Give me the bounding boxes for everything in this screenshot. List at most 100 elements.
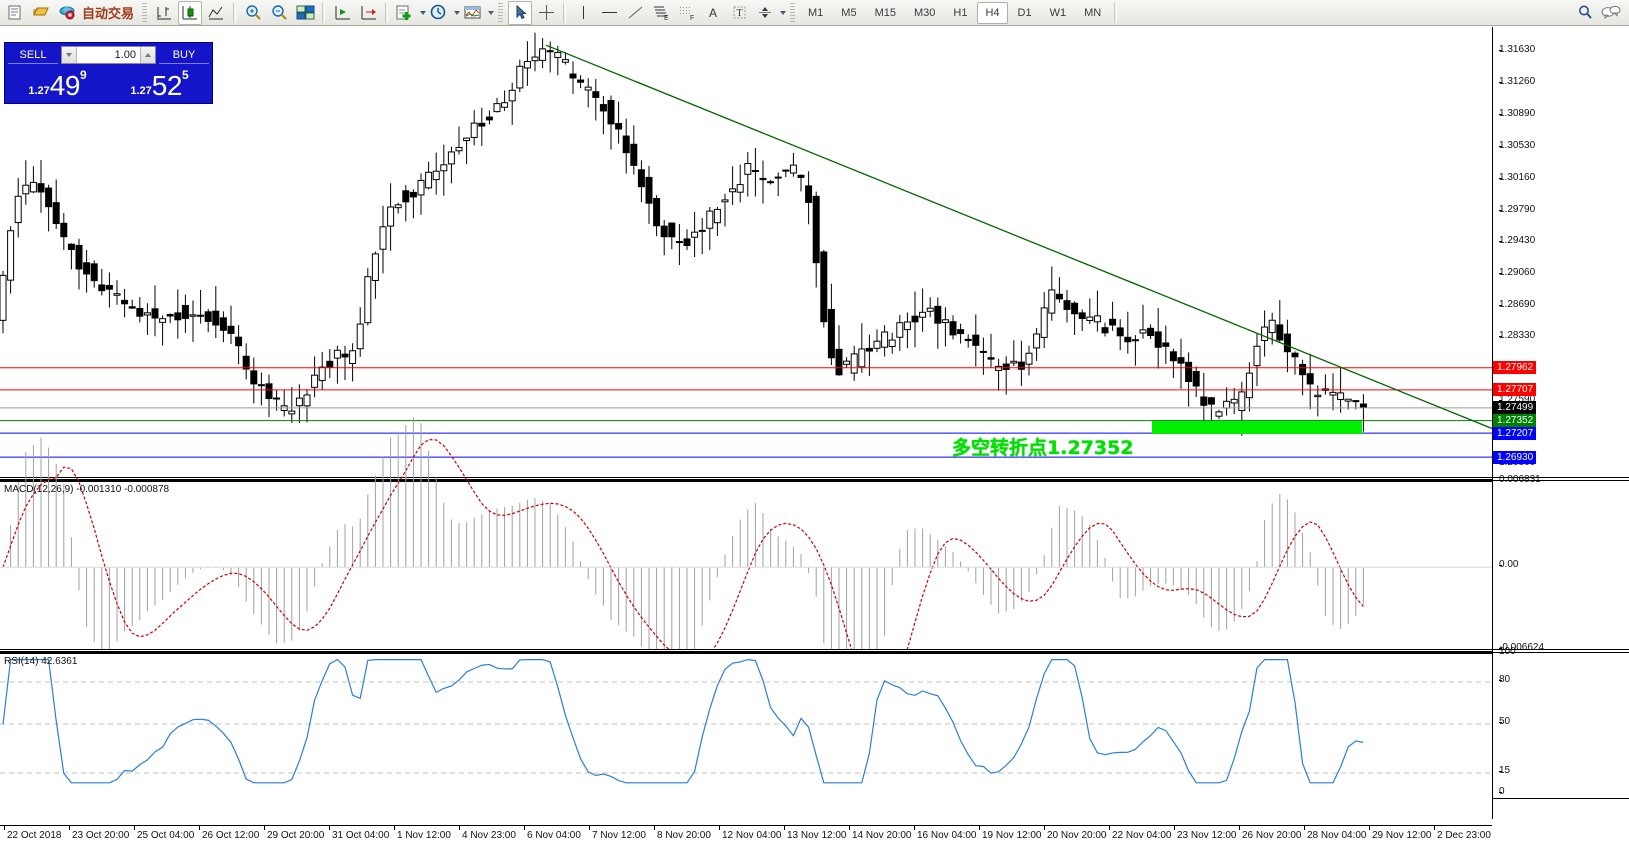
tile-windows-icon[interactable] <box>293 1 317 25</box>
toolbar-separator <box>385 2 389 23</box>
time-axis-label: 29 Nov 12:00 <box>1372 830 1432 841</box>
price-badge[interactable]: 1.27499 <box>1493 401 1537 415</box>
one-click-trading-panel[interactable]: SELL 1.00 BUY 1.27 49 9 1.27 52 5 <box>4 42 213 104</box>
horizontal-line-icon[interactable] <box>597 1 621 25</box>
line-chart-icon[interactable] <box>204 1 228 25</box>
price-badge[interactable]: 1.27707 <box>1493 383 1537 397</box>
new-chart-icon[interactable] <box>393 1 417 25</box>
time-axis-label: 20 Nov 20:00 <box>1047 830 1107 841</box>
time-axis-label: 13 Nov 12:00 <box>787 830 847 841</box>
time-tick-mark <box>1304 826 1305 830</box>
volume-decrease-icon[interactable] <box>62 47 77 63</box>
text-label-icon[interactable]: A <box>709 5 718 20</box>
time-tick-mark <box>459 826 460 830</box>
cursor-icon[interactable] <box>508 0 533 25</box>
price-pane[interactable] <box>0 27 1493 477</box>
macd-pane[interactable]: MACD(12,26,9) -0.001310 -0.000878 <box>0 417 1492 743</box>
time-axis-label: 28 Nov 04:00 <box>1307 830 1367 841</box>
macd-tick: -0.006624 <box>1499 642 1545 653</box>
equidistant-channel-icon[interactable]: F <box>675 1 699 25</box>
indicators-icon[interactable] <box>461 1 485 25</box>
price-tick: 1.27590 <box>1499 393 1536 405</box>
trade-panel-top-row: SELL 1.00 BUY <box>5 43 212 65</box>
price-badge[interactable]: 1.26930 <box>1493 450 1537 464</box>
svg-text:E: E <box>664 15 669 21</box>
volume-stepper[interactable]: 1.00 <box>61 46 156 64</box>
toolbar-grip[interactable] <box>142 2 148 23</box>
volume-input[interactable]: 1.00 <box>114 49 136 61</box>
price-badge[interactable]: 1.27962 <box>1493 361 1537 375</box>
chart-text-annotation[interactable]: 多空转折点1.27352 <box>952 437 1134 459</box>
timeframe-mn[interactable]: MN <box>1084 6 1102 19</box>
timeframe-d1[interactable]: D1 <box>1017 6 1032 19</box>
chat-icon[interactable] <box>1599 1 1623 25</box>
time-tick-mark <box>264 826 265 830</box>
timeframe-m30[interactable]: M30 <box>913 6 936 19</box>
time-axis-label: 14 Nov 20:00 <box>852 830 912 841</box>
sell-price-main: 49 <box>49 70 81 101</box>
period-icon[interactable] <box>427 1 451 25</box>
toolbar-grip[interactable] <box>790 2 796 23</box>
expert-advisor-icon[interactable] <box>55 1 79 25</box>
rsi-pane[interactable]: RSI(14) 42.6361 <box>0 652 1492 794</box>
candlestick-chart-icon[interactable] <box>178 0 203 25</box>
chart-shift-icon[interactable] <box>330 1 354 25</box>
crosshair-icon[interactable] <box>534 1 558 25</box>
time-axis-label: 16 Nov 04:00 <box>917 830 977 841</box>
bar-chart-icon[interactable] <box>152 1 176 25</box>
zoom-in-icon[interactable] <box>241 1 265 25</box>
time-axis-label: 1 Nov 12:00 <box>397 830 451 841</box>
volume-increase-icon[interactable] <box>140 47 155 63</box>
auto-trading-label[interactable]: 自动交易 <box>82 7 135 22</box>
toolbar-separator <box>322 2 326 23</box>
auto-scroll-icon[interactable] <box>356 1 380 25</box>
chart-container[interactable]: MACD(12,26,9) -0.001310 -0.000878 RSI(14… <box>0 27 1629 846</box>
vertical-line-icon[interactable] <box>571 1 595 25</box>
timeframe-m1[interactable]: M1 <box>808 6 824 19</box>
buy-price[interactable]: 1.27 52 5 <box>110 65 209 101</box>
macd-label: MACD(12,26,9) -0.001310 -0.000878 <box>4 484 170 495</box>
folder-icon[interactable] <box>29 1 53 25</box>
toolbar-grip[interactable] <box>498 2 504 23</box>
time-tick-mark <box>979 826 980 830</box>
shapes-dropdown-icon[interactable] <box>780 10 787 15</box>
timeframe-h4[interactable]: H4 <box>977 1 1008 24</box>
search-icon[interactable] <box>1573 1 1597 25</box>
macd-tick: 0.006831 <box>1499 474 1541 485</box>
indicators-dropdown-icon[interactable] <box>488 10 495 15</box>
order-icon[interactable] <box>3 1 27 25</box>
buy-button[interactable]: BUY <box>159 46 209 64</box>
timeframe-w1[interactable]: W1 <box>1049 6 1067 19</box>
sell-button[interactable]: SELL <box>8 46 58 64</box>
new-chart-dropdown-icon[interactable] <box>420 10 427 15</box>
text-icon[interactable]: T <box>727 1 751 25</box>
time-tick-mark <box>329 826 330 830</box>
scale-divider <box>1493 480 1629 481</box>
price-chart-svg <box>0 32 1493 458</box>
time-tick-mark <box>849 826 850 830</box>
price-badge[interactable]: 1.27207 <box>1493 426 1537 440</box>
svg-text:T: T <box>736 8 742 19</box>
timeframe-m15[interactable]: M15 <box>874 6 896 19</box>
sell-price-prefix: 1.27 <box>28 85 50 97</box>
zoom-out-icon[interactable] <box>267 1 291 25</box>
price-tick: 1.29060 <box>1499 266 1536 278</box>
price-tick: 1.30890 <box>1499 108 1536 120</box>
scale-divider <box>1493 477 1629 478</box>
sell-price[interactable]: 1.27 49 9 <box>8 65 107 101</box>
timeframe-h1[interactable]: H1 <box>953 6 968 19</box>
timeframe-m5[interactable]: M5 <box>841 6 857 19</box>
time-axis-label: 31 Oct 04:00 <box>332 830 390 841</box>
highlight-rectangle-object[interactable] <box>1152 421 1362 434</box>
time-tick-mark <box>1434 826 1435 830</box>
period-dropdown-icon[interactable] <box>454 10 461 15</box>
fibonacci-icon[interactable]: E <box>649 1 673 25</box>
trendline-icon[interactable] <box>623 1 647 25</box>
shapes-icon[interactable] <box>753 1 777 25</box>
price-tick: 1.30530 <box>1499 139 1536 151</box>
price-badge[interactable]: 1.27352 <box>1493 414 1537 428</box>
price-scale[interactable]: 1.31630 1.31260 1.30890 1.30530 1.30160 1.297… <box>1492 27 1629 819</box>
macd-tick: 0.00 <box>1499 559 1519 571</box>
time-tick-mark <box>589 826 590 830</box>
time-tick-mark <box>199 826 200 830</box>
